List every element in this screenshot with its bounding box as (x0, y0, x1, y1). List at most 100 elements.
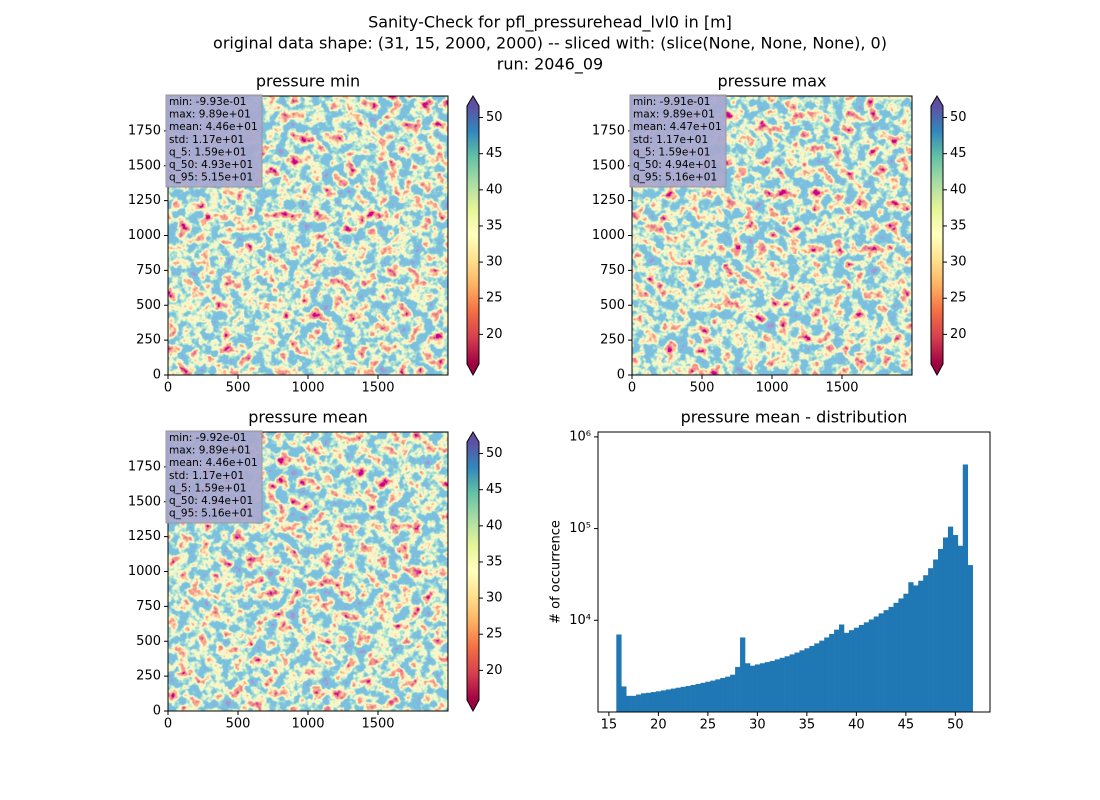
stats-line: max: 9.89e+01 (169, 445, 251, 457)
stats-line: q_5: 1.59e+01 (169, 146, 246, 158)
y-tick-label: 250 (600, 333, 625, 348)
y-tick-label: 1500 (128, 494, 161, 509)
y-tick-label: 750 (600, 263, 625, 278)
stats-line: q_50: 4.93e+01 (169, 159, 253, 171)
x-tick-label: 1000 (291, 717, 324, 732)
hist-bar (631, 695, 637, 712)
axes-title: pressure min (256, 72, 360, 91)
hist-bar (779, 657, 785, 712)
y-tick-label: 1500 (128, 158, 161, 173)
suptitle: Sanity-Check for pfl_pressurehead_lvl0 i… (368, 13, 732, 33)
hist-bar (720, 677, 726, 712)
hist-bar (735, 666, 741, 712)
x-tick-label: 30 (749, 718, 766, 733)
colorbar-tick-label: 40 (486, 182, 503, 197)
y-tick-label: 1250 (128, 193, 161, 208)
stats-line: std: 1.17e+01 (633, 134, 708, 146)
colorbar-extend (931, 96, 943, 106)
y-tick-label: 750 (136, 599, 161, 614)
hist-bar (873, 616, 879, 712)
colorbar-tick-label: 45 (950, 146, 967, 161)
x-tick-label: 15 (601, 718, 618, 733)
hist-bar (794, 652, 800, 712)
hist-bar (700, 682, 706, 712)
hist-bar (893, 602, 899, 712)
y-tick-label: 1750 (592, 123, 625, 138)
stats-box (165, 430, 263, 524)
hist-bar (636, 694, 642, 712)
hist-bar (819, 640, 825, 712)
stats-box (165, 94, 263, 188)
hist-bar (670, 688, 677, 712)
x-tick-label: 500 (226, 381, 251, 396)
colorbar-frame (930, 95, 944, 377)
y-tick-label: 1500 (592, 158, 625, 173)
hist-bar (626, 695, 632, 712)
y-tick-label: 1000 (128, 564, 161, 579)
x-tick-label: 50 (947, 718, 964, 733)
hist-bar (868, 619, 874, 712)
hist-bar (774, 659, 780, 712)
stats-line: mean: 4.46e+01 (169, 121, 258, 133)
colorbar-tick-label: 35 (486, 218, 503, 233)
colorbar-tick-label: 40 (486, 518, 503, 533)
hist-bar (616, 634, 622, 712)
stats-line: min: -9.91e-01 (633, 96, 710, 108)
colorbar-extend (467, 96, 479, 106)
stats-line: max: 9.89e+01 (633, 109, 715, 121)
stats-line: max: 9.89e+01 (169, 109, 251, 121)
colorbar-tick-label: 50 (486, 110, 503, 125)
x-tick-label: 0 (164, 717, 172, 732)
stats-line: q_95: 5.15e+01 (169, 172, 253, 184)
suptitle: original data shape: (31, 15, 2000, 2000… (213, 34, 887, 53)
colorbar-tick-label: 25 (486, 291, 503, 306)
hist-bar (769, 660, 775, 712)
y-tick-label: 250 (136, 669, 161, 684)
hist-bar (853, 627, 860, 712)
y-tick-label: 750 (136, 263, 161, 278)
hist-bar (804, 648, 810, 712)
colorbar-tick-label: 50 (950, 110, 967, 125)
y-tick-label: 1750 (128, 459, 161, 474)
x-tick-label: 0 (164, 381, 172, 396)
x-tick-label: 1500 (361, 381, 394, 396)
hist-bar (858, 624, 865, 712)
stats-line: q_95: 5.16e+01 (633, 172, 717, 184)
hist-bar (898, 598, 904, 712)
hist-bar (725, 676, 731, 712)
hist-bar (646, 692, 652, 712)
hist-bar (764, 662, 771, 712)
colorbar-frame (466, 95, 480, 377)
y-tick-label: 500 (136, 298, 161, 313)
colorbar-extend (467, 432, 479, 442)
hist-bar (878, 613, 884, 712)
hist-bar (908, 582, 914, 712)
hist-bar (814, 643, 820, 712)
y-tick-label: 1750 (128, 123, 161, 138)
x-tick-label: 500 (226, 717, 251, 732)
y-tick-label: 1250 (592, 193, 625, 208)
stats-line: std: 1.17e+01 (169, 470, 244, 482)
hist-bar (928, 568, 934, 712)
hist-bar (938, 548, 944, 712)
stats-line: min: -9.93e-01 (169, 96, 246, 108)
hist-bar (759, 663, 766, 712)
hist-bar (784, 656, 790, 712)
colorbar-tick-label: 25 (950, 291, 967, 306)
colorbar (467, 106, 479, 364)
hist-bar (749, 665, 756, 712)
y-tick-label: 250 (136, 333, 161, 348)
hist-bar (942, 537, 949, 712)
hist-bar (834, 629, 840, 712)
suptitle: run: 2046_09 (497, 55, 603, 75)
stats-line: mean: 4.46e+01 (169, 457, 258, 469)
hist-bar (829, 633, 835, 712)
x-tick-label: 1500 (825, 381, 858, 396)
y-tick-label: 0 (617, 368, 625, 383)
axes-title: pressure mean - distribution (681, 408, 908, 427)
x-tick-label: 45 (898, 718, 915, 733)
hist-bar (789, 654, 795, 712)
y-tick-label: 10⁴ (569, 613, 591, 628)
